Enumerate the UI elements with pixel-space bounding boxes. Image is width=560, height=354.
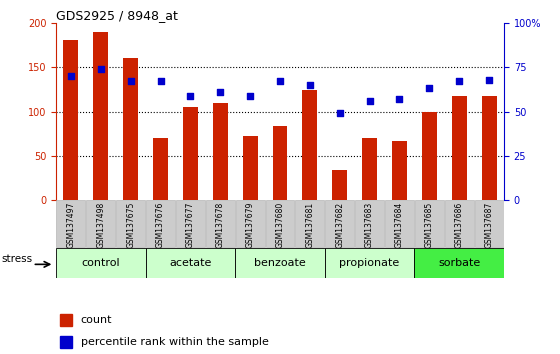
Bar xyxy=(385,200,414,247)
Text: GSM137677: GSM137677 xyxy=(186,202,195,248)
Bar xyxy=(415,200,444,247)
Point xyxy=(365,98,374,104)
Point xyxy=(246,93,255,98)
Text: benzoate: benzoate xyxy=(254,258,306,268)
Bar xyxy=(213,103,228,200)
Bar xyxy=(176,200,205,247)
Bar xyxy=(445,200,474,247)
Point xyxy=(126,79,135,84)
Bar xyxy=(452,96,466,200)
Point xyxy=(216,89,225,95)
Point xyxy=(455,79,464,84)
Text: GSM137682: GSM137682 xyxy=(335,202,344,248)
Bar xyxy=(414,248,504,278)
Bar xyxy=(86,200,115,247)
Bar xyxy=(325,200,354,247)
Bar xyxy=(56,248,146,278)
Bar xyxy=(392,141,407,200)
Bar xyxy=(302,90,318,200)
Point xyxy=(335,110,344,116)
Text: GSM137679: GSM137679 xyxy=(246,202,255,248)
Text: control: control xyxy=(82,258,120,268)
Bar xyxy=(235,248,325,278)
Bar xyxy=(94,32,108,200)
Text: GSM137686: GSM137686 xyxy=(455,202,464,248)
Bar xyxy=(295,200,324,247)
Bar xyxy=(242,136,258,200)
Text: acetate: acetate xyxy=(169,258,212,268)
Point xyxy=(395,96,404,102)
Point xyxy=(276,79,284,84)
Bar xyxy=(422,112,437,200)
Point xyxy=(305,82,314,88)
Text: GSM137681: GSM137681 xyxy=(305,202,314,248)
Text: stress: stress xyxy=(1,254,32,264)
Point xyxy=(425,86,434,91)
Text: GSM137684: GSM137684 xyxy=(395,202,404,248)
Text: GSM137497: GSM137497 xyxy=(67,202,76,248)
Point xyxy=(67,73,76,79)
Bar xyxy=(482,96,497,200)
Text: count: count xyxy=(81,315,112,325)
Text: GSM137687: GSM137687 xyxy=(484,202,493,248)
Text: sorbate: sorbate xyxy=(438,258,480,268)
Bar xyxy=(332,170,347,200)
Bar xyxy=(153,138,168,200)
Bar xyxy=(265,200,295,247)
Text: percentile rank within the sample: percentile rank within the sample xyxy=(81,337,268,348)
Point xyxy=(484,77,493,82)
Bar xyxy=(183,107,198,200)
Bar xyxy=(362,138,377,200)
Bar xyxy=(123,57,138,200)
Bar xyxy=(474,200,503,247)
Text: GSM137498: GSM137498 xyxy=(96,202,105,248)
Text: GSM137675: GSM137675 xyxy=(126,202,135,248)
Bar xyxy=(206,200,235,247)
Bar xyxy=(60,314,72,326)
Point xyxy=(156,79,165,84)
Text: GDS2925 / 8948_at: GDS2925 / 8948_at xyxy=(56,9,178,22)
Bar xyxy=(273,126,287,200)
Bar xyxy=(60,336,72,348)
Point xyxy=(96,66,105,72)
Text: GSM137680: GSM137680 xyxy=(276,202,284,248)
Text: GSM137685: GSM137685 xyxy=(425,202,434,248)
Text: propionate: propionate xyxy=(339,258,400,268)
Bar xyxy=(63,40,78,200)
Text: GSM137676: GSM137676 xyxy=(156,202,165,248)
Bar xyxy=(146,248,235,278)
Bar xyxy=(146,200,175,247)
Text: GSM137678: GSM137678 xyxy=(216,202,225,248)
Bar xyxy=(57,200,86,247)
Bar xyxy=(355,200,384,247)
Text: GSM137683: GSM137683 xyxy=(365,202,374,248)
Bar xyxy=(116,200,145,247)
Bar xyxy=(325,248,414,278)
Point xyxy=(186,93,195,98)
Bar xyxy=(236,200,265,247)
